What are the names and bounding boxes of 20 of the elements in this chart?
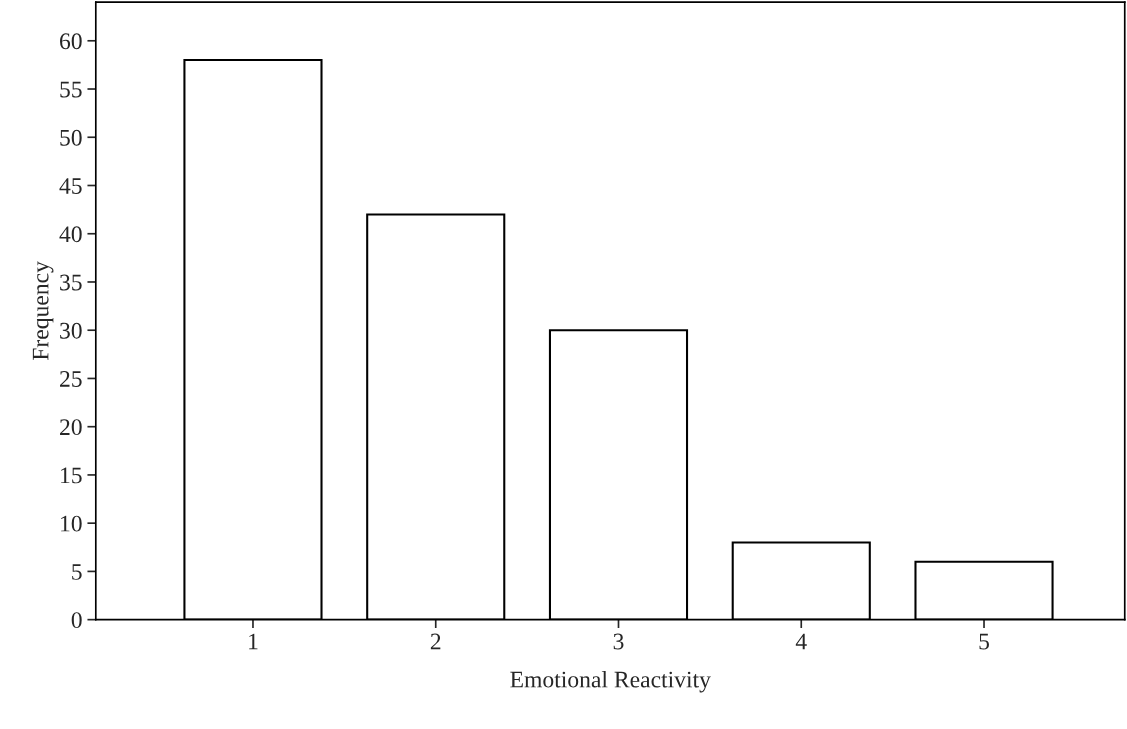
x-tick-label: 4	[795, 633, 807, 650]
y-tick-label: 5	[72, 564, 82, 580]
x-tick-label: 5	[979, 633, 989, 650]
y-tick-label: 40	[59, 226, 82, 243]
y-tick-label: 10	[61, 515, 82, 532]
x-axis-title: Emotional Reactivity	[510, 670, 711, 693]
y-tick-label: 35	[60, 274, 82, 291]
y-tick-label: 60	[60, 33, 82, 50]
y-tick-label: 30	[60, 322, 82, 339]
y-tick-label: 15	[61, 467, 82, 484]
x-tick-label: 1	[249, 633, 258, 650]
y-tick-label: 50	[60, 129, 82, 146]
y-tick-label: 0	[71, 612, 82, 629]
y-tick-label: 45	[59, 178, 82, 194]
x-tick-label: 3	[613, 633, 624, 650]
y-tick-label: 25	[60, 371, 82, 387]
y-tick-label: 55	[60, 81, 82, 98]
y-axis-title: Frequency	[32, 261, 54, 361]
x-tick-label: 2	[430, 633, 441, 650]
y-tick-label: 20	[60, 419, 82, 436]
